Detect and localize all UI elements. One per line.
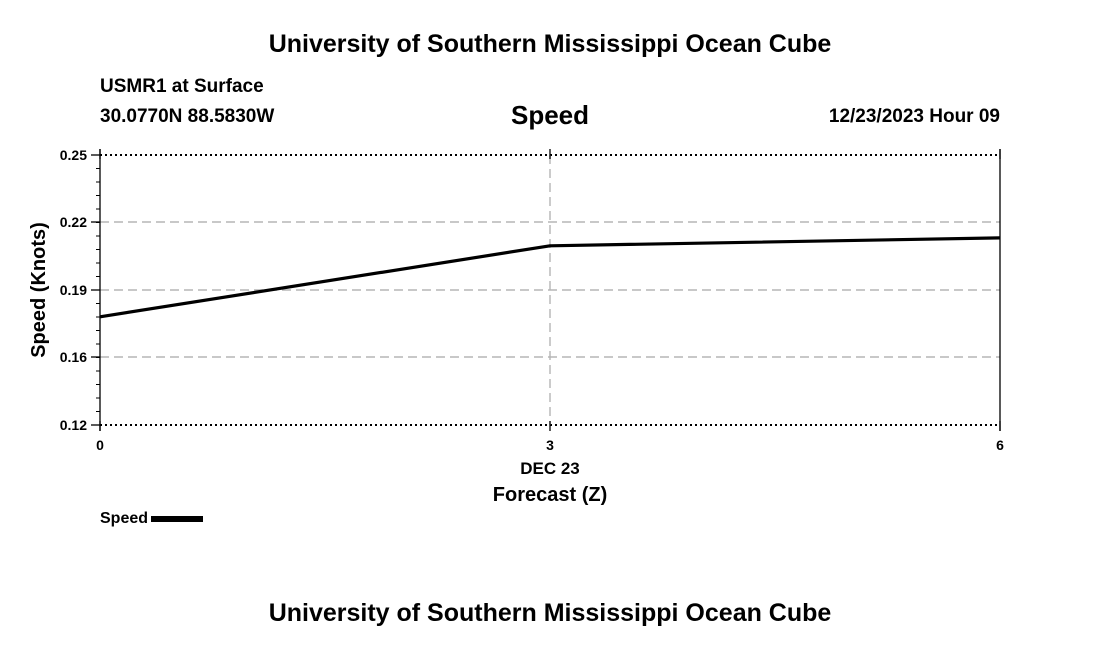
page-title: University of Southern Mississippi Ocean…	[268, 30, 832, 58]
x-date-label: DEC 23	[520, 459, 580, 478]
legend: Speed	[100, 510, 204, 528]
station-label: USMR1 at Surface	[100, 76, 264, 97]
y-tick-label: 0.22	[60, 214, 87, 230]
y-tick-label: 0.12	[60, 417, 87, 433]
footer-title: University of Southern Mississippi Ocean…	[268, 599, 832, 627]
timestamp-label: 12/23/2023 Hour 09	[828, 106, 1000, 127]
series-line-speed	[99, 236, 1001, 319]
legend-label: Speed	[100, 510, 149, 527]
x-tick-label: 6	[996, 437, 1004, 453]
chart-title: Speed	[510, 100, 590, 130]
y-axis-label: Speed (Knots)	[28, 222, 50, 358]
x-tick-label: 0	[96, 437, 104, 453]
x-axis-label: Forecast (Z)	[493, 484, 607, 506]
x-tick-label: 3	[546, 437, 554, 453]
y-tick-label: 0.25	[60, 147, 87, 163]
legend-swatch	[151, 515, 204, 522]
y-tick-label: 0.16	[60, 349, 87, 365]
y-tick-label: 0.19	[60, 282, 87, 298]
coordinates-label: 30.0770N 88.5830W	[100, 106, 275, 127]
